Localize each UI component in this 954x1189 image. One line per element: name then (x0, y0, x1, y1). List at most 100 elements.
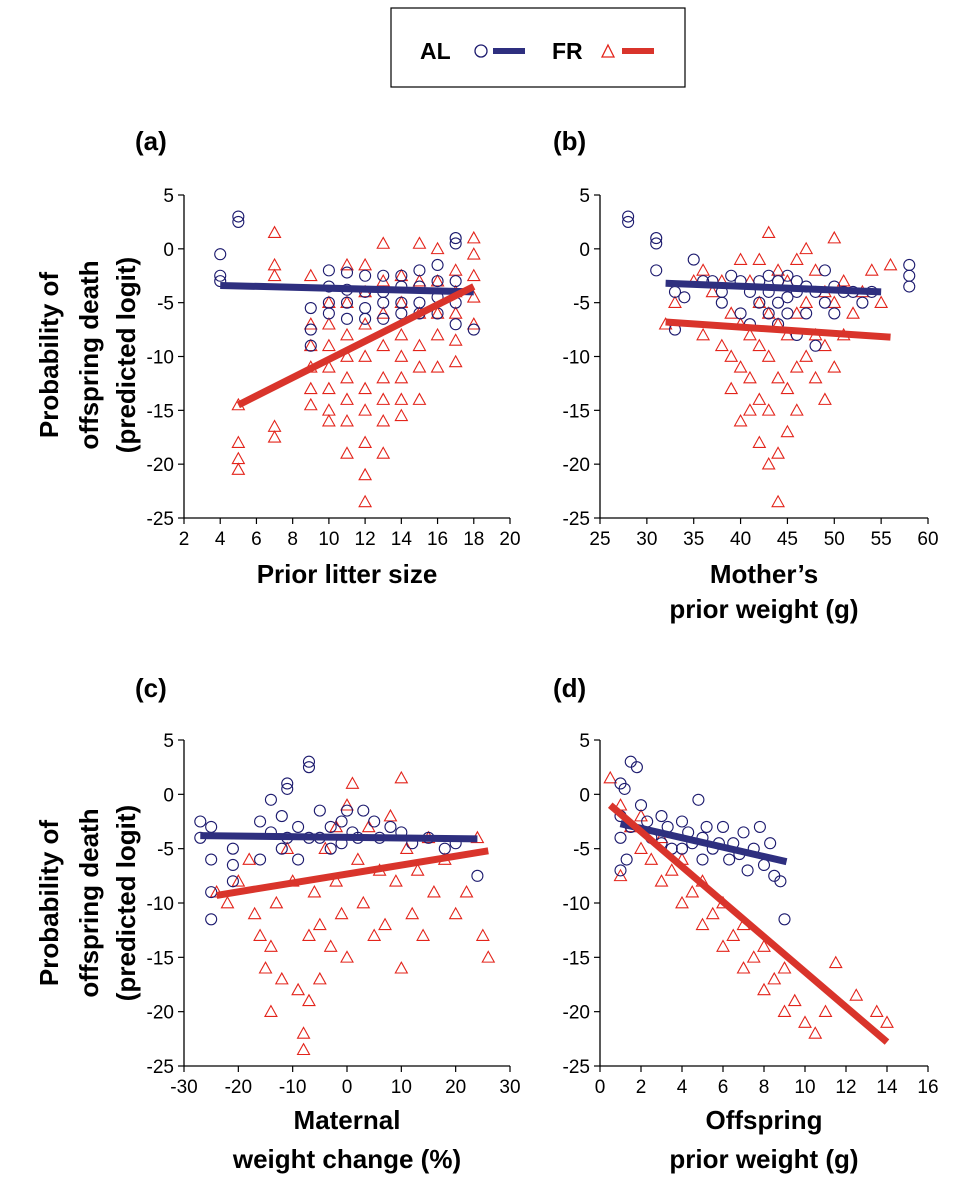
data-point-al (340, 804, 354, 817)
data-point-fr (864, 263, 879, 276)
data-point-fr (789, 360, 804, 373)
data-point-al (828, 307, 841, 320)
data-point-fr (356, 895, 371, 909)
panel-label: (a) (135, 126, 167, 156)
data-point-fr (340, 349, 354, 362)
y-tick-label: 0 (163, 240, 174, 261)
data-point-fr (743, 403, 757, 416)
data-point-fr (231, 874, 246, 887)
x-tick-label: -20 (225, 1077, 252, 1098)
data-point-al (281, 777, 294, 790)
data-point-al (324, 842, 337, 855)
y-tick-label: 0 (579, 785, 590, 806)
x-axis-title: Maternal (294, 1105, 401, 1135)
x-tick-label: 8 (287, 529, 298, 550)
data-point-al (675, 815, 689, 828)
data-point-al (700, 820, 713, 833)
data-point-fr (412, 360, 427, 373)
x-tick-label: 20 (445, 1077, 466, 1098)
data-point-fr (358, 257, 373, 271)
data-point-fr (752, 392, 767, 405)
y-tick-label: -5 (573, 294, 590, 315)
data-point-fr (466, 230, 481, 244)
data-point-fr (321, 338, 336, 352)
data-point-al (655, 810, 668, 823)
triangle-icon (600, 43, 616, 58)
data-point-al (800, 307, 813, 320)
data-point-al (449, 275, 462, 288)
data-point-fr (752, 338, 767, 352)
data-point-al (254, 815, 267, 828)
data-point-fr (303, 268, 318, 282)
data-point-fr (733, 360, 748, 373)
panel-label: (c) (135, 673, 167, 703)
x-tick-label: 12 (355, 529, 376, 550)
data-point-fr (376, 446, 391, 459)
data-point-fr (410, 863, 425, 876)
data-point-fr (736, 961, 751, 974)
x-tick-label: 6 (718, 1077, 729, 1098)
data-point-al (772, 296, 785, 309)
data-point-al (741, 864, 754, 877)
data-point-fr (799, 349, 814, 362)
data-point-al (650, 232, 663, 245)
data-point-fr (789, 252, 804, 265)
data-point-fr (475, 928, 490, 941)
y-axis-title: (predicted logit) (111, 257, 141, 453)
x-tick-label: -30 (170, 1077, 197, 1098)
x-tick-label: 4 (677, 1077, 688, 1098)
data-point-al (205, 853, 218, 866)
data-point-al (687, 253, 700, 266)
data-point-fr (321, 403, 336, 416)
data-point-fr (695, 917, 710, 931)
data-point-al (723, 853, 736, 866)
data-point-al (368, 815, 381, 828)
data-point-fr (340, 413, 354, 427)
data-point-fr (312, 971, 327, 985)
data-point-fr (376, 370, 391, 384)
data-point-fr (376, 413, 391, 427)
data-point-al (304, 339, 317, 352)
y-tick-label: -20 (563, 455, 590, 476)
data-point-fr (253, 928, 268, 941)
y-tick-label: -15 (563, 401, 590, 422)
data-point-al (292, 820, 305, 833)
data-point-fr (430, 274, 445, 287)
data-point-fr (345, 776, 360, 789)
x-tick-label: 2 (179, 529, 190, 550)
data-point-fr (231, 435, 246, 448)
data-point-al (762, 269, 775, 282)
data-point-fr (340, 327, 354, 341)
data-point-al (377, 296, 390, 309)
data-point-al (340, 312, 354, 325)
y-tick-label: 5 (163, 731, 174, 752)
data-point-fr (394, 327, 409, 341)
data-point-fr (869, 1004, 884, 1018)
x-tick-label: 0 (342, 1077, 353, 1098)
data-point-al (281, 782, 294, 795)
data-point-fr (350, 852, 365, 865)
x-tick-label: 18 (463, 529, 484, 550)
data-point-fr (358, 435, 373, 448)
data-point-fr (808, 370, 823, 384)
data-point-fr (466, 290, 481, 303)
series-fr (658, 225, 898, 508)
x-tick-label: 40 (730, 529, 751, 550)
data-point-al (275, 810, 288, 823)
fit-line-al (665, 279, 882, 296)
data-point-fr (394, 349, 409, 362)
data-point-fr (340, 370, 354, 384)
x-tick-label: 6 (251, 529, 262, 550)
data-point-al (232, 210, 245, 223)
data-point-fr (724, 381, 739, 395)
data-point-al (903, 280, 916, 293)
data-point-al (774, 875, 787, 888)
data-point-fr (654, 874, 669, 887)
data-point-fr (358, 403, 373, 416)
data-point-al (753, 296, 766, 309)
data-point-fr (664, 863, 679, 876)
data-point-fr (220, 895, 235, 909)
data-point-fr (296, 1026, 311, 1039)
data-point-fr (846, 306, 860, 319)
